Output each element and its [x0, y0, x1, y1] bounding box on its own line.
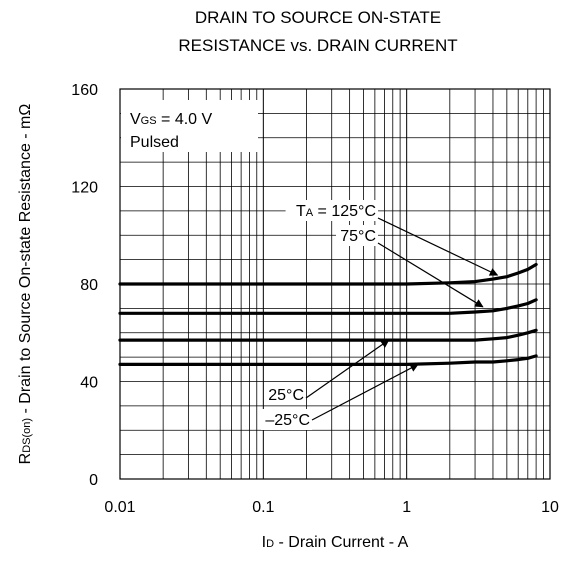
- x-tick-label: 10: [541, 499, 559, 516]
- annotation-label: –25°C: [265, 412, 310, 429]
- annotation-bg: [261, 409, 312, 430]
- series-line-2: [118, 328, 538, 342]
- annotation-bg: [336, 225, 378, 246]
- x-axis-label: ID - Drain Current - A: [262, 534, 409, 551]
- annotation-label: 75°C: [340, 228, 376, 245]
- plot-frame: [119, 88, 551, 480]
- series-line-1: [118, 298, 538, 315]
- temperature-annotations: TA = 125°C 75°C 25°C –25°C: [261, 200, 499, 430]
- annotation-label: TA = 125°C: [296, 203, 376, 220]
- annotation-arrow: [311, 363, 419, 421]
- annotation-bg: [285, 200, 378, 221]
- x-tick-label: 0.01: [104, 499, 135, 516]
- y-tick-label: 40: [80, 375, 98, 392]
- pulsed-label: Pulsed: [130, 134, 179, 151]
- annotation-arrow: [305, 339, 390, 399]
- annotation-label: 25°C: [268, 387, 304, 404]
- y-tick-label: 160: [71, 82, 98, 99]
- x-tick-label: 1: [402, 499, 411, 516]
- tick-labels: 0.01 0.1 1 10 0 40 80 120 160: [71, 82, 559, 516]
- chart-title-line-2: RESISTANCE vs. DRAIN CURRENT: [178, 36, 457, 55]
- series-lines: [118, 262, 538, 366]
- y-axis-label: RDS(on) - Drain to Source On-state Resis…: [17, 104, 34, 465]
- x-tick-label: 0.1: [252, 499, 274, 516]
- annotation-arrow: [377, 217, 499, 276]
- test-conditions: VGS = 4.0 V Pulsed: [121, 100, 258, 152]
- vgs-label: VGS = 4.0 V: [130, 111, 213, 128]
- y-tick-label: 0: [89, 472, 98, 489]
- annotation-arrow: [377, 242, 484, 308]
- annotation-bg: [264, 384, 306, 405]
- series-line-3: [118, 354, 538, 366]
- y-tick-label: 120: [71, 180, 98, 197]
- conditions-box: [121, 100, 258, 152]
- chart-title-line-1: DRAIN TO SOURCE ON-STATE: [195, 8, 441, 27]
- y-tick-label: 80: [80, 277, 98, 294]
- series-line-0: [118, 262, 538, 286]
